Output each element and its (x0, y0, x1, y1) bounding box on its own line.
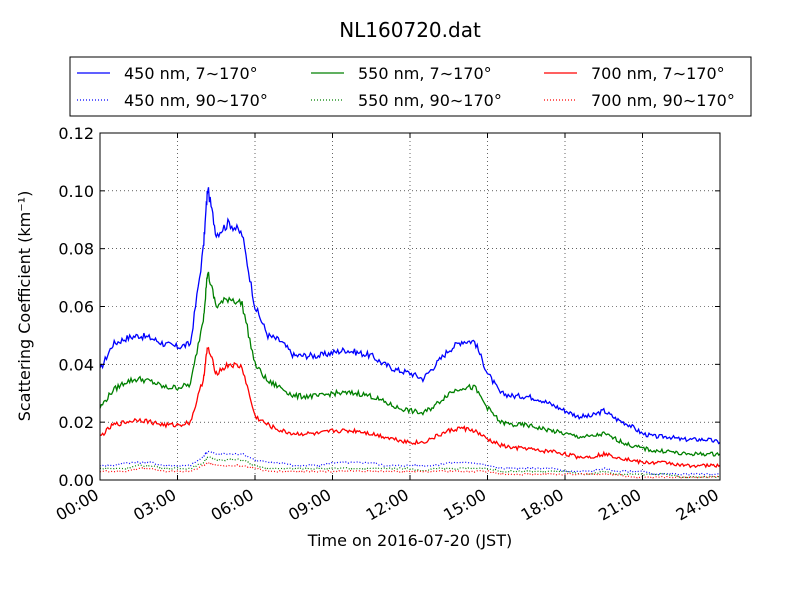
x-tick-label: 21:00 (595, 485, 644, 525)
x-tick-label: 09:00 (285, 485, 334, 525)
series-line (99, 271, 721, 457)
series-line (99, 187, 721, 445)
series-line (100, 346, 721, 469)
legend-label: 450 nm, 7∼170° (124, 64, 258, 83)
y-tick-label: 0.00 (58, 471, 94, 490)
x-tick-label: 00:00 (53, 485, 102, 525)
y-axis-label: Scattering Coefficient (km⁻¹) (15, 191, 34, 422)
y-tick-label: 0.02 (58, 413, 94, 432)
y-tick-label: 0.08 (58, 240, 94, 259)
legend-label: 550 nm, 90∼170° (358, 91, 502, 110)
y-tick-label: 0.12 (58, 124, 94, 143)
x-tick-label: 06:00 (208, 485, 257, 525)
x-tick-label: 03:00 (130, 485, 179, 525)
y-tick-label: 0.10 (58, 182, 94, 201)
axis-ticks: 00:00 03:00 06:00 09:00 12:00 15:00 18:00 21:00… (53, 124, 722, 525)
y-tick-label: 0.06 (58, 298, 94, 317)
legend-box (69, 56, 752, 117)
x-axis-label: Time on 2016-07-20 (JST) (307, 531, 512, 550)
legend-label: 700 nm, 7∼170° (591, 64, 725, 83)
series-line (99, 461, 721, 479)
y-tick-label: 0.04 (58, 355, 94, 374)
grid (100, 133, 720, 480)
series-group (99, 187, 721, 479)
x-tick-label: 18:00 (518, 485, 567, 525)
x-tick-label: 24:00 (673, 485, 722, 525)
legend-label: 700 nm, 90∼170° (591, 91, 735, 110)
chart-title: NL160720.dat (339, 18, 481, 42)
legend: 450 nm, 7∼170° 550 nm, 7∼170° 700 nm, 7∼17… (69, 56, 752, 117)
x-tick-label: 12:00 (363, 485, 412, 525)
legend-label: 550 nm, 7∼170° (358, 64, 492, 83)
series-line (99, 450, 721, 476)
legend-label: 450 nm, 90∼170° (124, 91, 268, 110)
x-tick-label: 15:00 (440, 485, 489, 525)
